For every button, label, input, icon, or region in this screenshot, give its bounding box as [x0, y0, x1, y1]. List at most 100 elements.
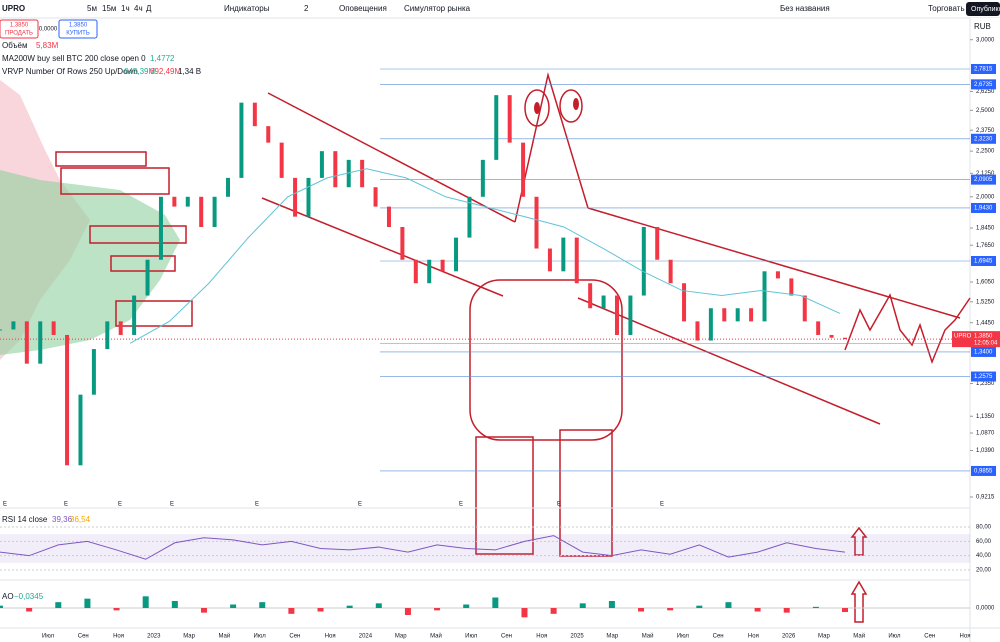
- time-label: Июл: [254, 634, 267, 640]
- price-tick-label: 1,1350: [976, 414, 995, 420]
- level-tag: [971, 79, 996, 90]
- publish-label: Опубликовать: [971, 5, 1000, 13]
- rsi-value: 39,36: [52, 515, 73, 524]
- candle: [38, 321, 43, 364]
- ao-bar: [404, 608, 411, 615]
- legend-vrvp: VRVP Number Of Rows 250 Up/Down: [2, 67, 138, 76]
- time-label: Сен: [78, 634, 89, 640]
- ao-bar: [812, 606, 819, 608]
- level-label: 1,3400: [974, 350, 993, 356]
- candle: [239, 102, 244, 178]
- candle: [105, 321, 110, 350]
- box: [89, 225, 187, 244]
- trade-button[interactable]: Торговать: [928, 4, 965, 13]
- time-label: Мар: [395, 634, 407, 640]
- ao-bar: [346, 605, 353, 608]
- candle: [762, 271, 767, 322]
- legend-volume-value: 5,83M: [36, 41, 59, 50]
- ao-bar: [696, 605, 703, 608]
- time-label: Ноя: [536, 634, 547, 640]
- box: [55, 151, 147, 167]
- rsi-line: [0, 535, 846, 560]
- time-label: Мар: [606, 634, 618, 640]
- price-tick-label: 1,2350: [976, 381, 995, 387]
- candle: [413, 259, 418, 284]
- candle: [400, 226, 405, 260]
- candle: [65, 334, 70, 466]
- ao-bar: [521, 608, 528, 618]
- ao-bar: [288, 608, 295, 614]
- interval[interactable]: 4ч: [134, 4, 143, 13]
- price-tick-label: 1,0870: [976, 431, 995, 437]
- level-label: 2,0905: [974, 177, 993, 183]
- buy-label: КУПИТЬ: [66, 31, 90, 37]
- earnings-marker: E: [459, 502, 463, 508]
- ao-bar: [375, 603, 382, 608]
- layouts-count[interactable]: 2: [304, 4, 309, 13]
- level-tag: [971, 371, 996, 382]
- ao-value: −0,0345: [14, 592, 44, 601]
- candle: [132, 295, 137, 335]
- candle: [749, 308, 754, 322]
- interval[interactable]: 5м: [87, 4, 97, 13]
- candle: [494, 95, 499, 160]
- candle: [279, 142, 284, 178]
- ao-bar: [492, 597, 499, 608]
- indicators-button[interactable]: Индикаторы: [224, 4, 270, 13]
- layout-name[interactable]: Без названия: [780, 4, 830, 13]
- price-tick-label: 3,0000: [976, 37, 995, 43]
- sell-price: 1,3850: [10, 23, 29, 29]
- candle: [0, 329, 2, 331]
- alerts-button[interactable]: Оповещения: [339, 4, 387, 13]
- candle: [51, 321, 56, 335]
- arrow: [850, 526, 868, 556]
- ao-bar: [725, 602, 732, 608]
- candle: [534, 196, 539, 249]
- forecast: [844, 293, 971, 365]
- time-label: Май: [218, 633, 230, 640]
- time-label: Июл: [465, 634, 478, 640]
- sell-label: ПРОДАТЬ: [5, 31, 33, 37]
- level-tag: [971, 133, 996, 144]
- candle: [843, 337, 847, 340]
- level-label: 2,3230: [974, 136, 993, 142]
- buy-price: 1,3850: [69, 23, 88, 29]
- level-label: 2,6735: [974, 82, 993, 88]
- time-label: Мар: [183, 634, 195, 640]
- last-timer: 12:05:04: [974, 341, 998, 347]
- symbol[interactable]: UPRO: [2, 4, 25, 13]
- box: [110, 255, 176, 272]
- interval[interactable]: Д: [146, 4, 152, 13]
- candle: [480, 159, 485, 197]
- time-label: Июл: [888, 634, 901, 640]
- level-tag: [971, 346, 996, 357]
- publish-button[interactable]: [966, 2, 1000, 16]
- candle: [682, 283, 687, 322]
- rsi-tick-label: 80,00: [976, 525, 992, 531]
- sell-button[interactable]: [0, 19, 39, 39]
- candle: [91, 349, 96, 395]
- earnings-marker: E: [64, 502, 68, 508]
- box: [475, 436, 534, 555]
- interval[interactable]: 15м: [102, 4, 116, 13]
- candle: [467, 196, 472, 238]
- candle: [561, 237, 566, 272]
- candle: [24, 321, 29, 364]
- price-tick-label: 1,4450: [976, 320, 995, 326]
- legend-volume: Объём: [2, 41, 28, 50]
- currency: RUB: [974, 22, 991, 31]
- ao-bar: [55, 602, 62, 608]
- candle: [212, 196, 217, 227]
- box: [469, 279, 623, 441]
- trendline: [261, 197, 504, 297]
- time-label: Ноя: [748, 634, 759, 640]
- replay-button[interactable]: Симулятор рынка: [404, 4, 471, 13]
- ao-bar: [638, 608, 645, 612]
- interval[interactable]: 1ч: [121, 4, 130, 13]
- toolbar: [0, 0, 1000, 18]
- candle: [440, 259, 445, 272]
- buy-button[interactable]: [58, 19, 98, 39]
- time-label: Ноя: [113, 634, 124, 640]
- last-symbol: UPRO: [954, 334, 972, 340]
- box: [115, 300, 193, 327]
